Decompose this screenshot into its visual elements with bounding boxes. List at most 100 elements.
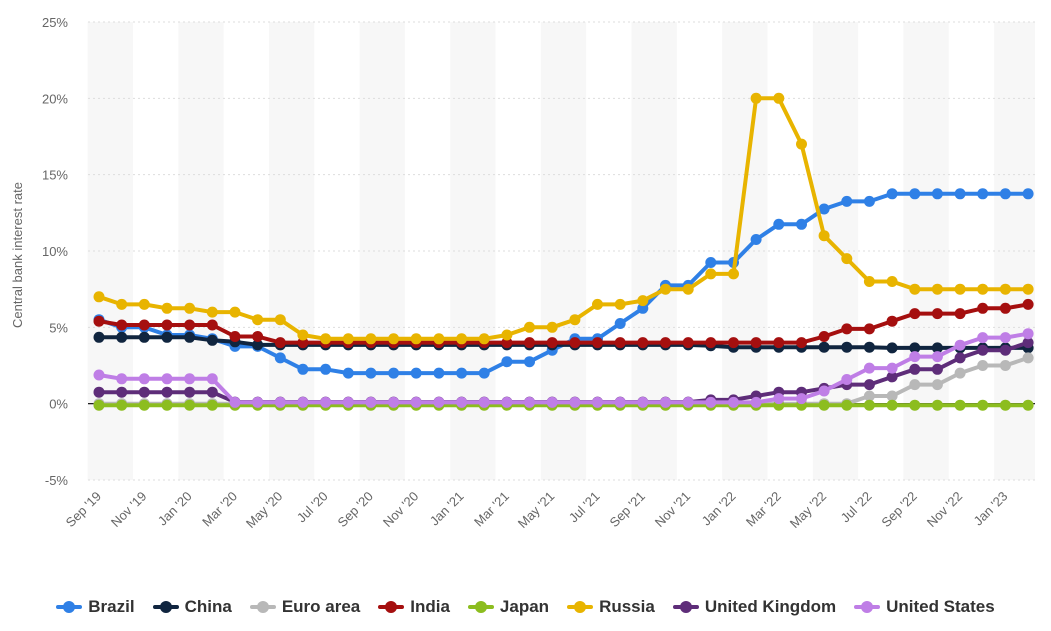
data-point-united-states[interactable] — [456, 396, 468, 408]
data-point-united-kingdom[interactable] — [1022, 337, 1034, 349]
data-point-japan[interactable] — [863, 399, 875, 411]
data-point-india[interactable] — [863, 323, 875, 335]
data-point-russia[interactable] — [524, 321, 535, 333]
data-point-japan[interactable] — [138, 399, 150, 411]
data-point-united-states[interactable] — [252, 396, 264, 408]
data-point-brazil[interactable] — [342, 367, 354, 379]
data-point-brazil[interactable] — [841, 195, 853, 207]
data-point-japan[interactable] — [909, 399, 921, 411]
data-point-china[interactable] — [138, 331, 150, 343]
data-point-japan[interactable] — [931, 399, 943, 411]
data-point-india[interactable] — [138, 319, 150, 331]
data-point-united-states[interactable] — [161, 373, 173, 385]
data-point-russia[interactable] — [660, 283, 671, 295]
data-point-united-states[interactable] — [433, 396, 445, 408]
data-point-united-states[interactable] — [206, 373, 218, 385]
data-point-india[interactable] — [660, 337, 671, 349]
data-point-russia[interactable] — [297, 329, 309, 341]
data-point-united-states[interactable] — [93, 369, 105, 381]
data-point-russia[interactable] — [841, 253, 853, 265]
data-point-india[interactable] — [773, 337, 785, 349]
data-point-russia[interactable] — [886, 276, 898, 287]
data-point-india[interactable] — [750, 337, 762, 349]
data-point-india[interactable] — [954, 308, 966, 320]
data-point-russia[interactable] — [501, 329, 513, 341]
data-point-japan[interactable] — [161, 399, 173, 411]
legend-item-india[interactable]: India — [378, 597, 450, 617]
data-point-india[interactable] — [297, 337, 309, 349]
data-point-united-kingdom[interactable] — [999, 344, 1011, 356]
data-point-united-states[interactable] — [297, 396, 309, 408]
data-point-brazil[interactable] — [478, 367, 490, 379]
data-point-japan[interactable] — [886, 399, 898, 411]
data-point-china[interactable] — [116, 331, 128, 343]
legend-item-united-states[interactable]: United States — [854, 597, 995, 617]
data-point-russia[interactable] — [229, 306, 241, 318]
data-point-united-states[interactable] — [184, 373, 196, 385]
data-point-united-states[interactable] — [614, 396, 626, 408]
data-point-india[interactable] — [705, 337, 717, 349]
data-point-united-kingdom[interactable] — [931, 363, 943, 375]
data-point-brazil[interactable] — [1022, 188, 1034, 200]
data-point-india[interactable] — [977, 302, 989, 314]
data-point-brazil[interactable] — [773, 218, 785, 230]
data-point-brazil[interactable] — [410, 367, 422, 379]
data-point-united-kingdom[interactable] — [138, 386, 150, 398]
data-point-brazil[interactable] — [614, 318, 626, 329]
data-point-china[interactable] — [841, 341, 853, 353]
data-point-japan[interactable] — [206, 399, 218, 411]
data-point-japan[interactable] — [93, 399, 105, 411]
data-point-india[interactable] — [909, 308, 921, 320]
data-point-united-kingdom[interactable] — [886, 371, 898, 383]
data-point-russia[interactable] — [456, 333, 468, 345]
data-point-brazil[interactable] — [931, 188, 943, 200]
data-point-united-states[interactable] — [1022, 328, 1034, 340]
data-point-brazil[interactable] — [705, 257, 717, 268]
data-point-brazil[interactable] — [501, 356, 513, 368]
data-point-russia[interactable] — [931, 283, 943, 295]
data-point-india[interactable] — [818, 331, 830, 342]
data-point-japan[interactable] — [841, 399, 853, 411]
data-point-china[interactable] — [161, 331, 173, 343]
legend-item-russia[interactable]: Russia — [567, 597, 655, 617]
data-point-brazil[interactable] — [637, 302, 649, 314]
data-point-russia[interactable] — [433, 333, 445, 345]
data-point-united-states[interactable] — [682, 396, 694, 408]
data-point-china[interactable] — [206, 334, 218, 346]
data-point-japan[interactable] — [954, 399, 966, 411]
data-point-brazil[interactable] — [297, 363, 309, 375]
data-point-united-kingdom[interactable] — [863, 379, 875, 391]
data-point-india[interactable] — [682, 337, 694, 349]
data-point-india[interactable] — [569, 337, 581, 349]
data-point-united-states[interactable] — [841, 374, 853, 385]
data-point-euro-area[interactable] — [909, 379, 921, 391]
data-point-russia[interactable] — [682, 283, 694, 295]
data-point-united-states[interactable] — [546, 396, 558, 408]
data-point-united-kingdom[interactable] — [161, 386, 173, 398]
data-point-russia[interactable] — [320, 333, 332, 345]
data-point-united-states[interactable] — [274, 396, 286, 408]
data-point-united-states[interactable] — [796, 393, 807, 405]
data-point-brazil[interactable] — [909, 188, 921, 200]
data-point-united-states[interactable] — [116, 373, 128, 385]
data-point-russia[interactable] — [184, 302, 196, 314]
data-point-united-states[interactable] — [637, 396, 649, 408]
data-point-united-states[interactable] — [501, 396, 513, 408]
data-point-brazil[interactable] — [388, 367, 400, 379]
data-point-china[interactable] — [93, 331, 105, 343]
data-point-china[interactable] — [909, 342, 921, 354]
legend-item-brazil[interactable]: Brazil — [56, 597, 135, 617]
data-point-india[interactable] — [1022, 298, 1034, 310]
data-point-brazil[interactable] — [750, 234, 762, 245]
data-point-russia[interactable] — [728, 268, 739, 280]
legend-item-china[interactable]: China — [152, 597, 232, 617]
data-point-india[interactable] — [546, 337, 558, 349]
data-point-india[interactable] — [637, 337, 649, 349]
data-point-brazil[interactable] — [863, 195, 875, 207]
data-point-japan[interactable] — [1022, 399, 1034, 411]
data-point-brazil[interactable] — [433, 367, 445, 379]
data-point-euro-area[interactable] — [977, 360, 989, 371]
data-point-india[interactable] — [841, 323, 853, 335]
data-point-united-states[interactable] — [478, 396, 490, 408]
data-point-united-kingdom[interactable] — [909, 363, 921, 375]
